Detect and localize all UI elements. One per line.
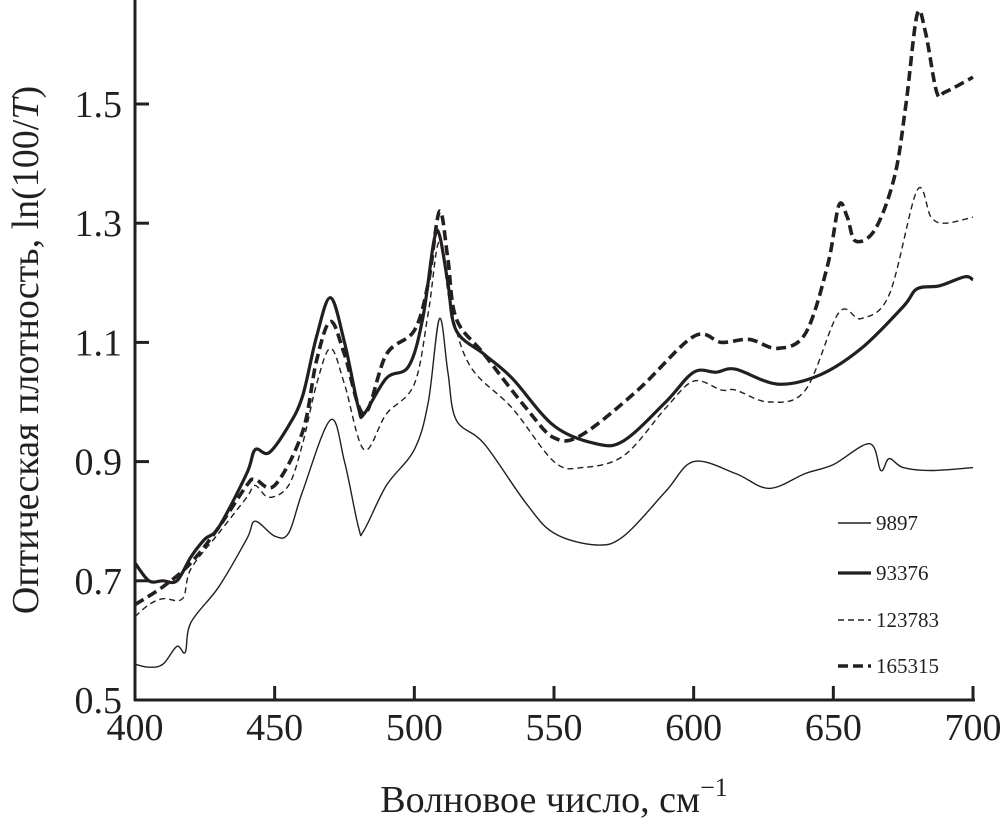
- x-tick-label: 500: [386, 707, 443, 749]
- series-line-123783: [134, 186, 974, 618]
- y-tick-label: 1.5: [75, 84, 123, 126]
- series-line-93376: [133, 228, 974, 585]
- y-tick-label: 0.5: [75, 680, 123, 722]
- series-line-9897: [134, 317, 974, 668]
- legend: 9897 93376 123783 165315: [838, 511, 939, 678]
- x-axis-label: Волновое число, см−1: [380, 773, 728, 821]
- series-line-165315: [134, 8, 974, 607]
- axes: [133, 0, 975, 702]
- x-tick-label: 400: [107, 707, 164, 749]
- legend-label: 93376: [876, 561, 929, 585]
- x-tick-label: 700: [945, 707, 1002, 749]
- legend-label: 123783: [876, 608, 939, 632]
- x-tick-label: 650: [805, 707, 862, 749]
- y-axis-label: Оптическая плотность, ln(100/T): [5, 86, 47, 614]
- y-tick-label: 0.7: [75, 561, 123, 603]
- x-tick-label: 450: [246, 707, 303, 749]
- ticks: 400 450 500 550 600 650 700 0.5 0.7 0.9 1.1 1.3 1.5: [75, 84, 1002, 749]
- x-tick-label: 550: [526, 707, 583, 749]
- x-tick-label: 600: [665, 707, 722, 749]
- y-tick-label: 1.1: [75, 322, 123, 364]
- y-tick-label: 0.9: [75, 442, 123, 484]
- legend-label: 165315: [876, 654, 939, 678]
- y-tick-label: 1.3: [75, 203, 123, 245]
- legend-label: 9897: [876, 511, 918, 535]
- series-lines: [133, 8, 974, 668]
